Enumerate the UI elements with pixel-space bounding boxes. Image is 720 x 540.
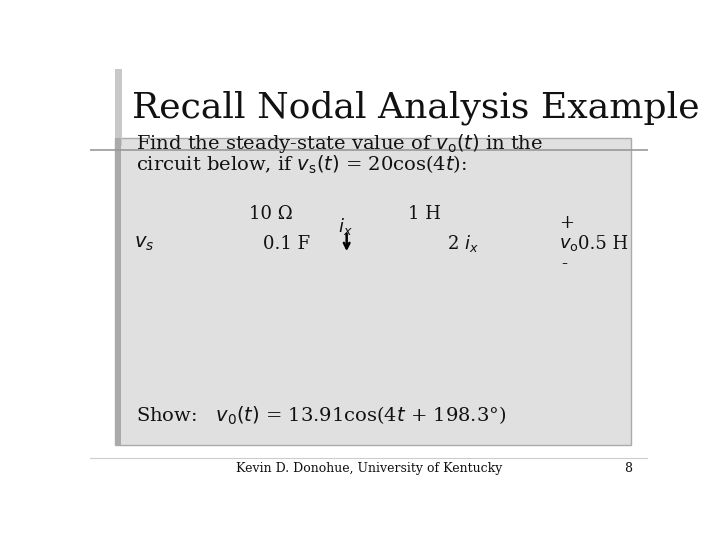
Text: circuit below, if $v_\mathrm{s}(t)$ = 20cos(4$t$):: circuit below, if $v_\mathrm{s}(t)$ = 20… — [136, 153, 467, 176]
Text: 8: 8 — [624, 462, 632, 475]
Text: $v_\mathrm{o}$: $v_\mathrm{o}$ — [559, 234, 578, 253]
Text: Show:   $v_0(t)$ = 13.91cos(4$t$ + 198.3°): Show: $v_0(t)$ = 13.91cos(4$t$ + 198.3°) — [136, 405, 506, 427]
FancyBboxPatch shape — [115, 138, 631, 445]
Text: $i_x$: $i_x$ — [338, 217, 353, 238]
Text: Kevin D. Donohue, University of Kentucky: Kevin D. Donohue, University of Kentucky — [236, 462, 502, 475]
Text: 10 Ω: 10 Ω — [249, 206, 293, 224]
Text: -: - — [562, 255, 567, 273]
Text: 2 $i_x$: 2 $i_x$ — [447, 233, 479, 254]
Text: Recall Nodal Analysis Example: Recall Nodal Analysis Example — [132, 90, 699, 125]
FancyBboxPatch shape — [90, 65, 648, 150]
FancyBboxPatch shape — [115, 69, 122, 146]
Text: 0.5 H: 0.5 H — [578, 234, 629, 253]
Text: 1 H: 1 H — [408, 206, 441, 224]
Text: Find the steady-state value of $v_\mathrm{o}(t)$ in the: Find the steady-state value of $v_\mathr… — [136, 132, 543, 156]
Text: 0.1 F: 0.1 F — [263, 234, 310, 253]
Text: $v_s$: $v_s$ — [133, 234, 154, 253]
Text: +: + — [559, 214, 574, 232]
FancyBboxPatch shape — [115, 138, 121, 445]
